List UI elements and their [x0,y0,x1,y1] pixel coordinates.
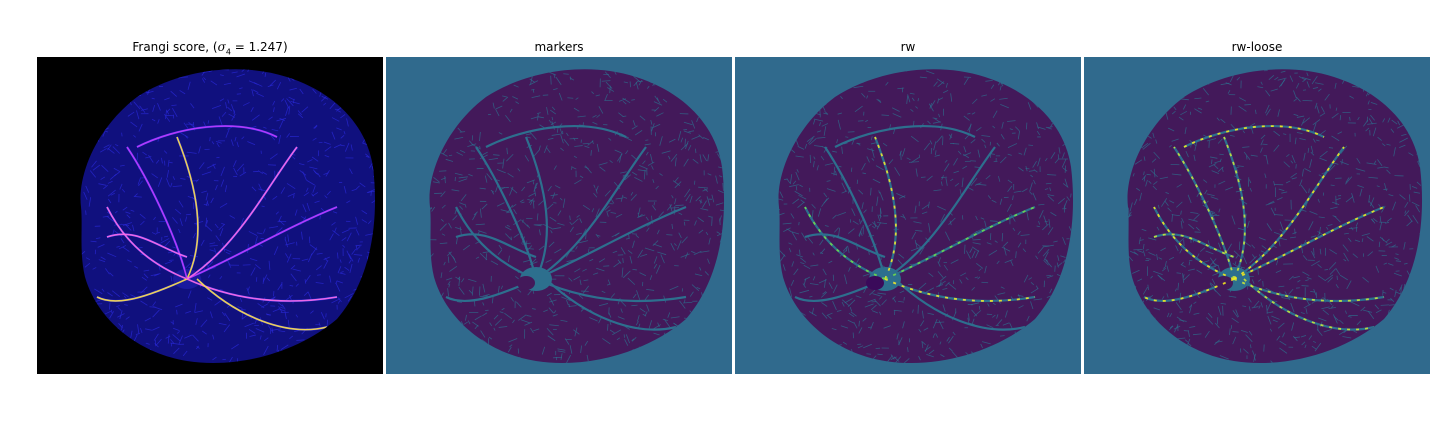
frangi-score-image [37,57,383,374]
markers-image [386,57,732,374]
rw-loose-image [1084,57,1430,374]
rw-panel-title: rw [900,40,916,54]
rw-loose-panel-title: rw-loose [1231,40,1283,54]
markers-panel-title: markers [534,40,584,54]
rw-image [735,57,1081,374]
frangi-panel-title: Frangi score, (σ4 = 1.247) [132,40,288,57]
